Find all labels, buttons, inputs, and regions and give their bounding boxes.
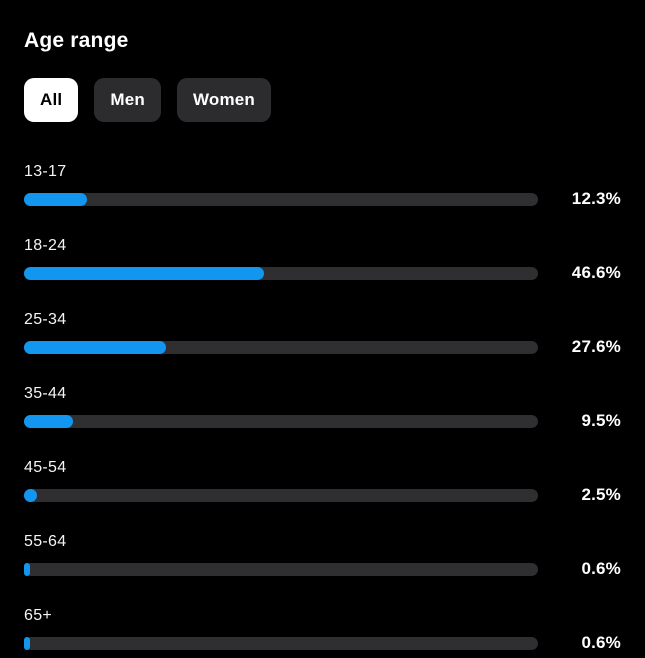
bar-track [24,488,538,502]
bar-fill [24,562,30,576]
bar-track [24,414,538,428]
bar-fill [24,266,264,280]
bar-fill [24,340,166,354]
age-row-percentage: 9.5% [581,411,621,430]
tab-all[interactable]: All [24,78,79,122]
bar-track [24,192,538,206]
age-row: 65+ 0.6% [24,605,621,653]
age-row-percentage: 12.3% [571,189,621,208]
bar-track [24,562,538,576]
age-row-bar-line: 46.6% [24,263,621,283]
age-row-label: 25-34 [24,311,67,328]
tab-men[interactable]: Men [94,78,161,122]
age-row-bar-line: 9.5% [24,411,621,431]
bar-track [24,266,538,280]
age-row-bar-line: 0.6% [24,559,621,579]
bar-fill [24,636,30,650]
age-row-label: 65+ [24,607,53,624]
gender-filter-tabs: All Men Women [24,78,621,122]
page-title: Age range [24,29,129,52]
tab-women[interactable]: Women [176,78,272,122]
bar-track [24,340,538,354]
age-row-percentage: 0.6% [581,559,621,578]
age-row-bar-line: 12.3% [24,189,621,209]
age-row: 35-44 9.5% [24,383,621,431]
age-row-label: 35-44 [24,385,67,402]
age-range-bar-list: 13-17 12.3% 18-24 46.6% 25-34 [24,161,621,653]
age-row: 45-54 2.5% [24,457,621,505]
age-row-bar-line: 2.5% [24,485,621,505]
bar-track [24,636,538,650]
age-row-label: 45-54 [24,459,67,476]
age-row-percentage: 0.6% [581,633,621,652]
age-row-label: 18-24 [24,237,67,254]
age-row-percentage: 27.6% [571,337,621,356]
age-row: 18-24 46.6% [24,235,621,283]
age-row-percentage: 2.5% [581,485,621,504]
bar-fill [24,192,88,206]
age-row: 25-34 27.6% [24,309,621,357]
bar-fill [24,414,73,428]
bar-fill [24,488,37,502]
age-row-label: 55-64 [24,533,67,550]
age-row: 55-64 0.6% [24,531,621,579]
age-row-bar-line: 0.6% [24,633,621,653]
age-row: 13-17 12.3% [24,161,621,209]
age-row-bar-line: 27.6% [24,337,621,357]
age-row-label: 13-17 [24,163,67,180]
age-row-percentage: 46.6% [571,263,621,282]
